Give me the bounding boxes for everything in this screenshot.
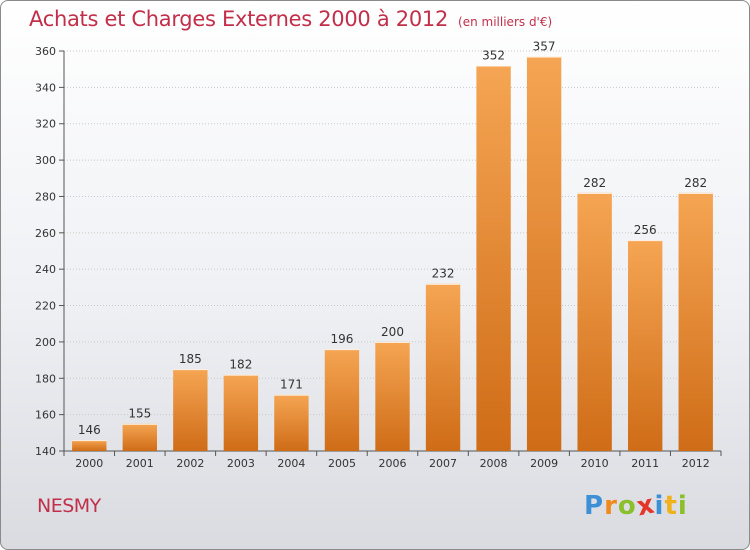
data-label: 200 [381,325,404,339]
bar [173,369,208,451]
data-label: 182 [229,358,252,372]
bar [526,56,562,452]
commune-name: NESMY [37,495,101,517]
chart-title-text: Achats et Charges Externes 2000 à 2012 [29,7,449,31]
bar [678,192,713,451]
data-label: 196 [331,332,354,346]
y-tick-label: 160 [35,409,56,422]
data-label: 357 [533,39,556,53]
x-tick-label: 2006 [379,457,407,470]
chart-title: Achats et Charges Externes 2000 à 2012 (e… [29,7,552,31]
y-tick-label: 360 [35,45,56,58]
data-label: 282 [684,176,707,190]
data-label: 352 [482,49,505,63]
y-tick-label: 280 [35,190,56,203]
x-tick-label: 2008 [480,457,508,470]
data-label: 282 [583,176,606,190]
y-tick-label: 240 [35,263,56,276]
bar [223,374,259,451]
x-tick-label: 2010 [581,457,609,470]
x-tick-label: 2003 [227,457,255,470]
logo-letter: P [584,491,605,521]
logo-letter: r [604,491,618,521]
labels: 140 160 180 200 220 240 260 280 300 320 340 360 146 2… [35,39,710,470]
bar [122,423,157,451]
data-label: 171 [280,378,303,392]
chart-subtitle: (en milliers d'€) [458,15,553,29]
data-label: 185 [179,352,202,366]
logo-letter: t [664,491,678,521]
bar [375,341,410,451]
logo-letter: i [677,491,688,521]
y-tick-label: 180 [35,372,56,385]
bar [72,440,107,451]
x-tick-label: 2002 [176,457,204,470]
y-tick-label: 140 [35,445,56,458]
bars [72,56,713,452]
x-tick-label: 2009 [530,457,558,470]
bar [324,349,360,451]
logo-letter: o [617,491,637,521]
bar [425,283,461,451]
bar [476,65,511,451]
data-label: 256 [634,223,657,237]
logo-letter: i [654,491,665,521]
bar [577,192,612,451]
proxiti-logo: Proxiti [584,489,688,522]
y-tick-label: 320 [35,118,56,131]
data-label: 232 [432,267,455,281]
x-tick-label: 2011 [631,457,659,470]
x-tick-label: 2004 [277,457,305,470]
y-tick-label: 340 [35,81,56,94]
x-tick-label: 2007 [429,457,457,470]
bar [274,394,309,451]
x-tick-label: 2005 [328,457,356,470]
data-label: 155 [128,407,151,421]
y-tick-label: 200 [35,336,56,349]
x-tick-label: 2000 [75,457,103,470]
data-label: 146 [78,423,101,437]
y-tick-label: 260 [35,227,56,240]
bar [628,240,663,451]
y-tick-label: 220 [35,300,56,313]
x-tick-label: 2012 [682,457,710,470]
x-tick-label: 2001 [126,457,154,470]
y-tick-label: 300 [35,154,56,167]
